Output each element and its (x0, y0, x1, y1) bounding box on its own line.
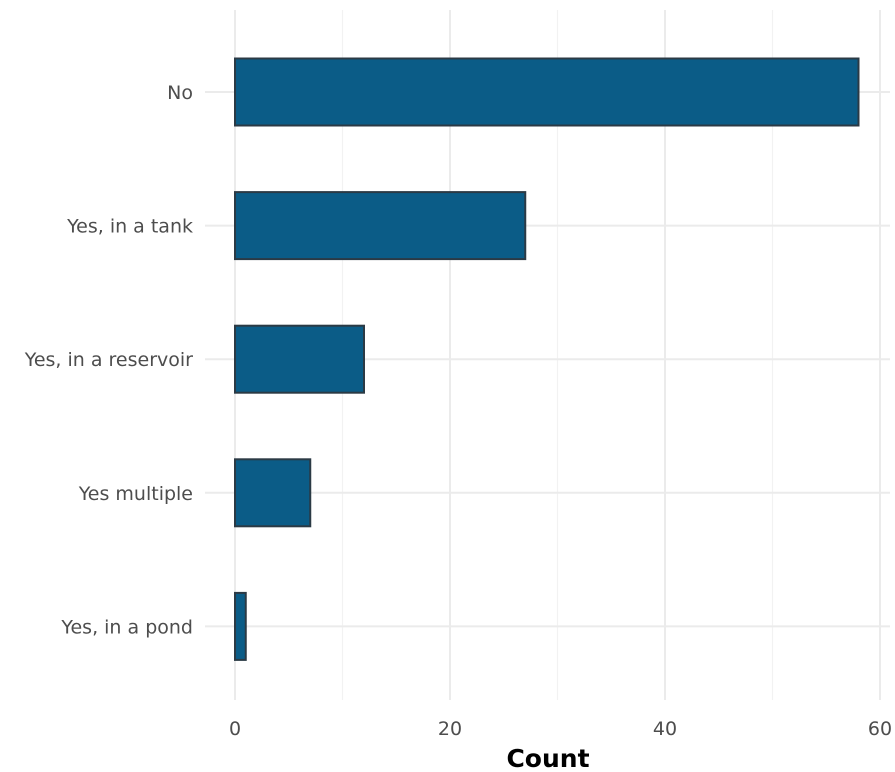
x-tick-label: 60 (868, 718, 892, 740)
x-axis-title: Count (506, 744, 589, 772)
bar (234, 458, 312, 528)
x-tick-label: 0 (229, 718, 241, 740)
y-tick-label: No (167, 82, 193, 104)
x-tick-label: 20 (438, 718, 462, 740)
bar (234, 57, 860, 127)
x-tick-label: 40 (653, 718, 677, 740)
bar (234, 191, 527, 261)
y-tick-label: Yes multiple (78, 483, 193, 505)
y-axis-labels: No Yes, in a tank Yes, in a reservoir Yes m… (24, 82, 193, 638)
y-tick-label: Yes, in a reservoir (24, 349, 193, 371)
y-tick-label: Yes, in a pond (60, 616, 193, 638)
bars (234, 57, 860, 661)
y-tick-label: Yes, in a tank (66, 216, 193, 238)
x-axis-labels: 0 20 40 60 (229, 718, 892, 740)
bar (234, 324, 365, 394)
bar (234, 591, 247, 661)
